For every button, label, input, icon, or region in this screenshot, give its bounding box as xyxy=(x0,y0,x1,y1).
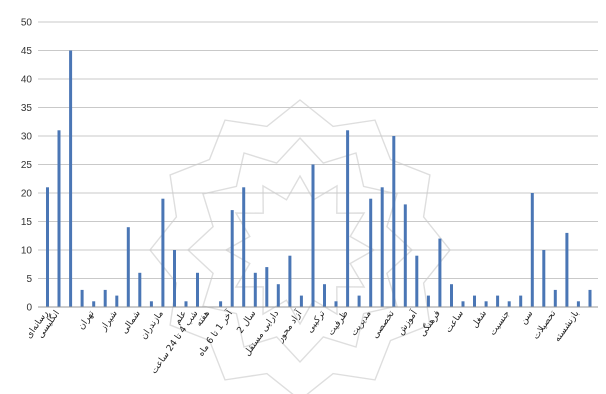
y-tick-label: 15 xyxy=(21,217,33,228)
bar xyxy=(80,289,84,307)
x-category-label: ترکیبی xyxy=(305,309,328,335)
x-category-label: ظرفیت xyxy=(326,309,350,338)
x-category-label: هفته xyxy=(194,309,212,329)
bar xyxy=(507,301,511,307)
bar xyxy=(369,198,373,307)
bar xyxy=(126,227,130,307)
bar xyxy=(230,210,234,307)
x-category-label: آموزش xyxy=(394,307,420,337)
x-category-label: تخصصی xyxy=(371,309,398,341)
y-tick-label: 25 xyxy=(21,160,33,171)
y-tick-label: 5 xyxy=(26,274,32,285)
watermark-ring xyxy=(186,136,414,364)
bar xyxy=(346,130,350,307)
bar xyxy=(519,295,523,307)
bar xyxy=(565,232,569,307)
bar xyxy=(438,238,442,307)
y-tick-label: 0 xyxy=(26,303,32,314)
bar xyxy=(138,272,142,307)
x-category-label: تهران xyxy=(77,309,97,332)
watermark-ring xyxy=(224,174,376,326)
x-category-label: مازندران xyxy=(139,309,166,342)
bar xyxy=(450,284,453,307)
x-category-label: فرهنگی xyxy=(416,308,443,339)
y-tick-label: 40 xyxy=(21,75,33,86)
x-category-label: مدیریت xyxy=(349,309,374,338)
bar xyxy=(473,295,476,307)
bar xyxy=(253,272,257,307)
watermark-ring xyxy=(149,99,451,394)
x-category-label: جنسیت xyxy=(488,309,512,338)
x-category-label: سن xyxy=(519,309,535,327)
bar xyxy=(403,204,407,307)
bar xyxy=(242,187,246,307)
bar xyxy=(461,301,465,307)
bar xyxy=(173,250,176,307)
bar xyxy=(530,193,534,307)
bar xyxy=(542,250,546,307)
x-category-label: ساعت xyxy=(444,309,466,335)
bar xyxy=(484,301,488,307)
bar xyxy=(576,301,580,307)
bar xyxy=(46,187,49,307)
bar xyxy=(588,289,592,307)
bar xyxy=(496,295,500,307)
x-category-label: شیراز xyxy=(98,309,119,334)
bar xyxy=(392,136,396,307)
bar xyxy=(426,295,430,307)
y-tick-label: 35 xyxy=(21,103,33,114)
bar xyxy=(380,187,384,307)
y-tick-label: 20 xyxy=(21,189,33,200)
bar xyxy=(103,289,107,307)
bar xyxy=(357,295,361,307)
bars xyxy=(46,50,592,307)
bar xyxy=(219,301,223,307)
bar xyxy=(288,255,292,307)
rosette-watermark xyxy=(149,99,451,394)
bar xyxy=(311,164,315,307)
bar xyxy=(299,295,303,307)
bar xyxy=(115,295,119,307)
x-category-label: شمالی xyxy=(120,309,143,336)
bar xyxy=(323,284,326,307)
y-axis-tick-labels: 0 5 10 15 20 25 30 35 40 45 50 xyxy=(21,18,33,314)
y-tick-label: 10 xyxy=(21,246,33,257)
bar xyxy=(265,267,269,307)
bar xyxy=(184,301,188,307)
bar xyxy=(276,284,280,307)
bar xyxy=(196,272,199,307)
bar xyxy=(415,255,419,307)
bar xyxy=(92,301,96,307)
bar xyxy=(57,130,61,307)
y-tick-label: 30 xyxy=(21,132,33,143)
bar xyxy=(69,50,73,307)
y-tick-label: 45 xyxy=(21,46,33,57)
x-category-label: شغل xyxy=(470,309,489,330)
bar xyxy=(149,301,153,307)
gridlines xyxy=(38,21,598,279)
y-tick-label: 50 xyxy=(21,18,33,29)
bar xyxy=(161,198,165,307)
bar xyxy=(553,289,557,307)
bar xyxy=(334,301,338,307)
